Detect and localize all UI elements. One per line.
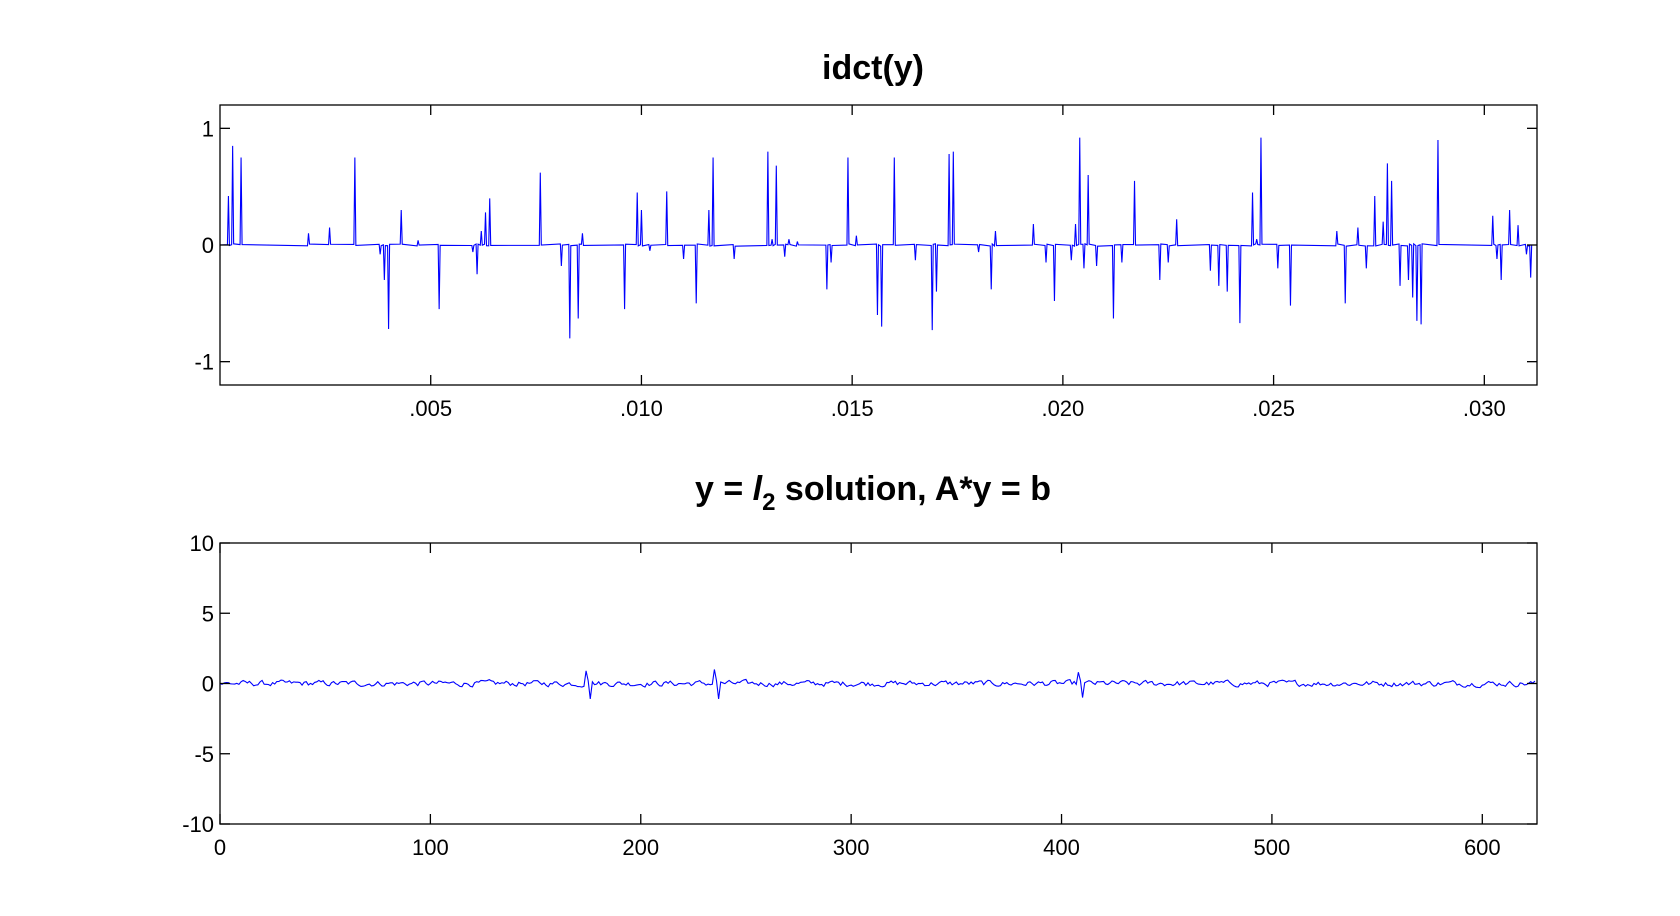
y-tick-label: -10: [182, 812, 214, 837]
x-tick-label: .010: [620, 396, 663, 421]
series-group: [219, 137, 1538, 339]
x-tick-label: .025: [1252, 396, 1295, 421]
x-tick-label: 300: [833, 835, 870, 860]
chart-title: y = l2 solution, A*y = b: [695, 470, 1051, 516]
y-tick-label: 10: [190, 531, 214, 556]
x-tick-label: 200: [622, 835, 659, 860]
series-group: [219, 669, 1536, 700]
x-tick-label: 600: [1464, 835, 1501, 860]
y-tick-label: 5: [202, 601, 214, 626]
title-subscript: 2: [762, 489, 775, 516]
subplot-idct: idct(y) .005 .010 .015 .020 .025 .030 -1 0 1: [194, 49, 1538, 421]
x-tick-label: .015: [831, 396, 874, 421]
subplot-l2-solution: y = l2 solution, A*y = b 0 100 200 300 400 50…: [182, 470, 1538, 860]
title-suffix: solution, A*y = b: [775, 470, 1051, 508]
y-tick-label: -5: [194, 742, 214, 767]
title-prefix: y =: [695, 470, 753, 508]
x-tick-label: 100: [412, 835, 449, 860]
y-tick-label: 0: [202, 672, 214, 697]
axis-ticks: 0 100 200 300 400 500 600 -10 -5 0 5 10: [182, 531, 1537, 860]
title-l-symbol: l: [753, 470, 764, 508]
x-tick-label: .020: [1041, 396, 1084, 421]
x-tick-label: 0: [214, 835, 226, 860]
y-tick-label: 0: [202, 233, 214, 258]
series-line: [219, 137, 1538, 339]
series-line: [219, 669, 1536, 700]
x-tick-label: 400: [1043, 835, 1080, 860]
y-tick-label: -1: [194, 350, 214, 375]
x-tick-label: .005: [409, 396, 452, 421]
y-tick-label: 1: [202, 116, 214, 141]
plot-area: [219, 542, 1538, 825]
x-tick-label: .030: [1463, 396, 1506, 421]
x-tick-label: 500: [1254, 835, 1291, 860]
chart-title: idct(y): [822, 49, 924, 87]
axis-ticks: .005 .010 .015 .020 .025 .030 -1 0 1: [194, 105, 1537, 421]
